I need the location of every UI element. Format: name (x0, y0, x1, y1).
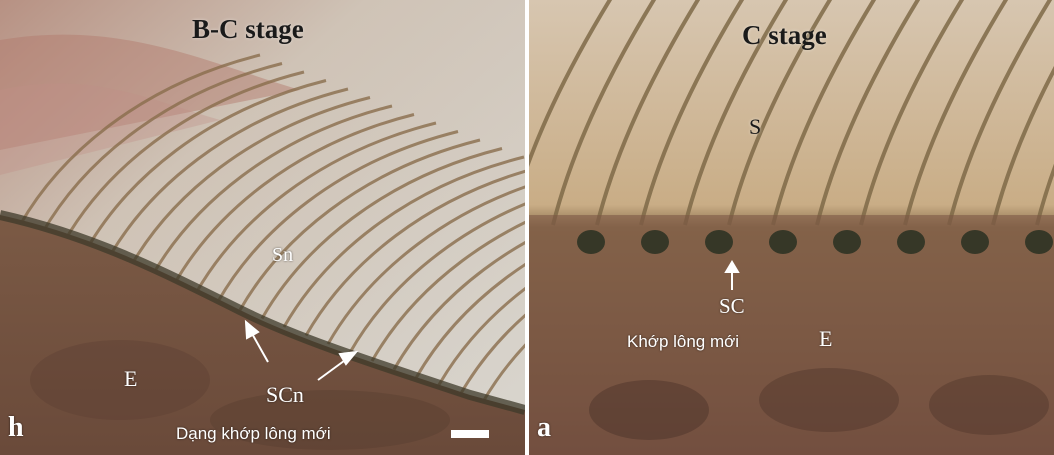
label-s: S (749, 114, 762, 139)
hair-fiber (414, 262, 525, 379)
right-panel-title: C stage (742, 20, 827, 50)
hair-fiber (304, 169, 525, 337)
right-panel-caption: Khớp lông mới (627, 332, 740, 351)
hair-fiber (727, 0, 833, 226)
label-e-right: E (819, 326, 833, 351)
follicle-socket (833, 230, 861, 254)
hair-fiber (392, 240, 525, 371)
left-panel-title: B-C stage (192, 14, 304, 44)
hair-fiber (859, 0, 965, 226)
hair-fiber (771, 0, 877, 226)
hair-fiber (551, 0, 657, 226)
follicle-socket (961, 230, 989, 254)
left-micrograph-panel: B-C stage Sn E SCn Dạng khớp lông mới h (0, 0, 525, 455)
right-micrograph-image (529, 0, 1054, 455)
left-panel-caption: Dạng khớp lông mới (176, 424, 331, 443)
follicle-socket (577, 230, 605, 254)
label-scn: SCn (266, 382, 304, 407)
hair-fiber (639, 0, 745, 226)
follicle-socket (769, 230, 797, 254)
hair-fiber (436, 286, 525, 388)
hair-fiber (683, 0, 789, 226)
hair-fiber (326, 185, 525, 345)
hair-fiber (282, 155, 525, 328)
hair-fiber (84, 79, 327, 252)
scale-bar (451, 430, 489, 438)
hair-fiber (595, 0, 701, 226)
follicle-socket (897, 230, 925, 254)
right-micrograph-panel: C stage S SC E Khớp lông mới a (529, 0, 1054, 455)
follicle-socket (1025, 230, 1053, 254)
label-sn: Sn (272, 244, 294, 266)
hair-fiber (370, 220, 525, 362)
hair-fiber (480, 343, 525, 405)
hair-fiber (991, 65, 1054, 226)
follicle-socket (641, 230, 669, 254)
right-panel-letter: a (537, 412, 551, 443)
hair-fiber (150, 104, 393, 277)
hair-fiber (40, 62, 283, 235)
hair-fiber (194, 121, 437, 294)
hair-fiber (1035, 163, 1054, 226)
hair-fiber (172, 113, 415, 286)
label-e-left: E (124, 366, 138, 391)
hair-fiber (128, 96, 371, 269)
hair-fiber (238, 138, 481, 311)
hair-fiber (106, 87, 349, 260)
hair-fiber (815, 0, 921, 226)
follicle-socket (705, 230, 733, 254)
label-sc: SC (719, 294, 745, 318)
hair-fiber (458, 313, 525, 396)
hair-fiber (216, 130, 459, 303)
hair-fiber (348, 202, 525, 354)
left-panel-letter: h (8, 412, 24, 443)
left-micrograph-image (0, 0, 525, 455)
hair-fiber (260, 147, 503, 320)
hair-fiber (903, 0, 1009, 226)
hair-fiber (529, 0, 613, 168)
hair-fiber (62, 70, 305, 243)
hair-fiber (947, 0, 1053, 226)
hair-fiber (18, 53, 261, 226)
